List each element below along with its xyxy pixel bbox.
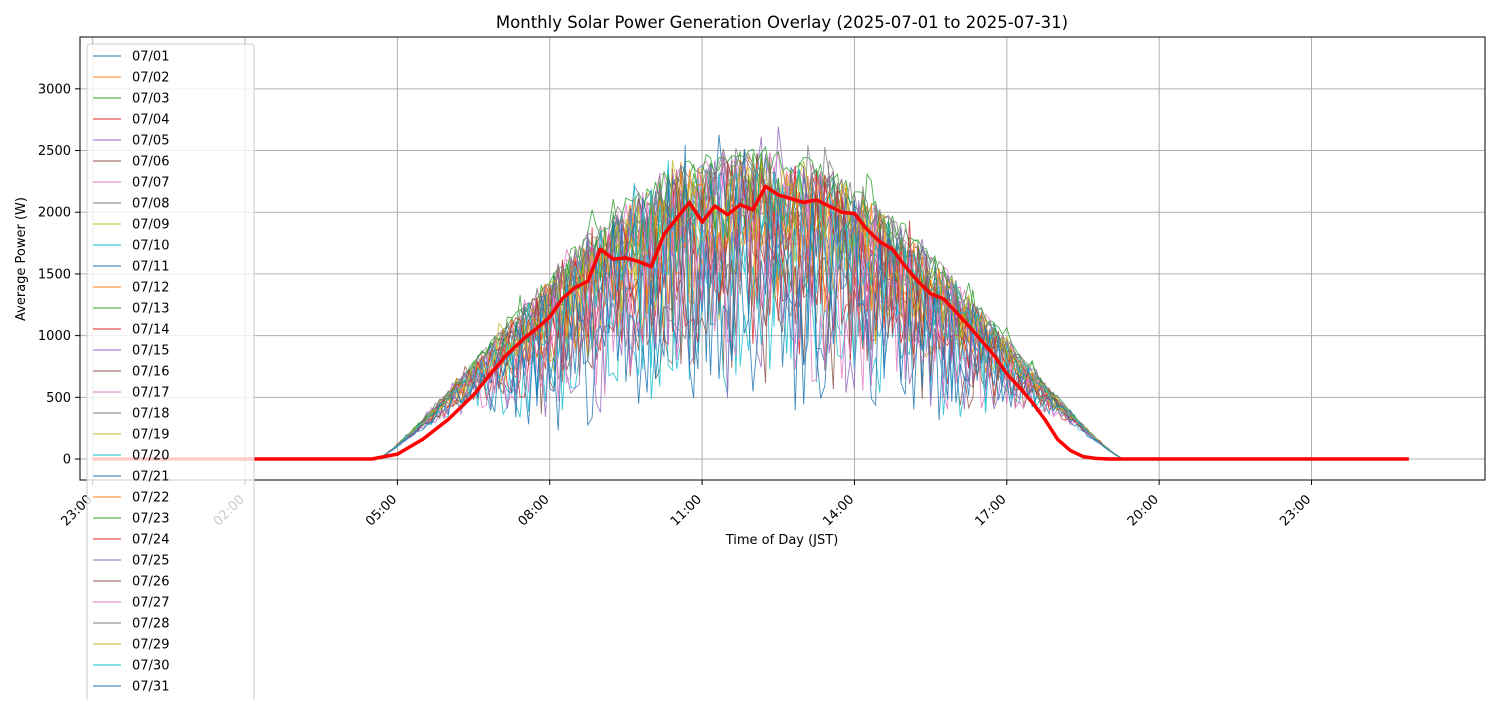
x-tick-label: 11:00: [668, 492, 705, 529]
x-tick-label: 08:00: [515, 492, 552, 529]
x-tick-label: 23:00: [1277, 492, 1314, 529]
legend-label: 07/07: [132, 176, 169, 191]
legend-label: 07/24: [132, 533, 169, 548]
legend-label: 07/05: [132, 134, 169, 149]
chart-title: Monthly Solar Power Generation Overlay (…: [496, 13, 1068, 32]
legend-label: 07/29: [132, 638, 169, 653]
legend-label: 07/11: [132, 260, 169, 275]
legend-label: 07/02: [132, 71, 169, 86]
x-tick-label: 20:00: [1125, 492, 1162, 529]
average-series-line: [92, 184, 1409, 461]
legend-label: 07/30: [132, 659, 169, 674]
y-tick-label: 3000: [38, 82, 71, 97]
y-axis-label: Average Power (W): [14, 197, 29, 321]
legend-label: 07/15: [132, 344, 169, 359]
legend-label: 07/12: [132, 281, 169, 296]
x-tick-label: 14:00: [820, 492, 857, 529]
legend-label: 07/31: [132, 680, 169, 695]
legend-label: 07/10: [132, 239, 169, 254]
x-tick-label: 17:00: [973, 492, 1010, 529]
y-tick-label: 2000: [38, 206, 71, 221]
legend-label: 07/13: [132, 302, 169, 317]
legend-label: 07/26: [132, 575, 169, 590]
legend-label: 07/28: [132, 617, 169, 632]
y-tick-label: 1000: [38, 329, 71, 344]
legend-label: 07/27: [132, 596, 169, 611]
legend-label: 07/03: [132, 92, 169, 107]
legend-label: 07/21: [132, 470, 169, 485]
x-axis-label: Time of Day (JST): [725, 533, 839, 548]
legend-box: [86, 43, 255, 704]
y-tick-label: 1500: [38, 267, 71, 282]
legend-label: 07/25: [132, 554, 169, 569]
legend-label: 07/06: [132, 155, 169, 170]
legend-label: 07/08: [132, 197, 169, 212]
legend-label: 07/23: [132, 512, 169, 527]
y-tick-label: 2500: [38, 144, 71, 159]
legend-label: 07/17: [132, 386, 169, 401]
legend: 07/01 07/02 07/03 07/04 07/05 07/06 07/07 07/08…: [86, 43, 255, 704]
legend-label: 07/16: [132, 365, 169, 380]
y-axis-ticks: 0 500 1000 1500 2000 2500 3000: [38, 82, 80, 468]
legend-label: 07/18: [132, 407, 169, 422]
y-tick-label: 500: [46, 391, 71, 406]
plot-border: [79, 36, 1486, 481]
average-line: [92, 184, 1409, 461]
y-tick-label: 0: [63, 453, 71, 468]
legend-label: 07/14: [132, 323, 169, 338]
legend-label: 07/19: [132, 428, 169, 443]
legend-label: 07/01: [132, 50, 169, 65]
legend-label: 07/20: [132, 449, 169, 464]
legend-label: 07/22: [132, 491, 169, 506]
legend-label: 07/09: [132, 218, 169, 233]
legend-label: 07/04: [132, 113, 169, 128]
x-tick-label: 05:00: [363, 492, 400, 529]
